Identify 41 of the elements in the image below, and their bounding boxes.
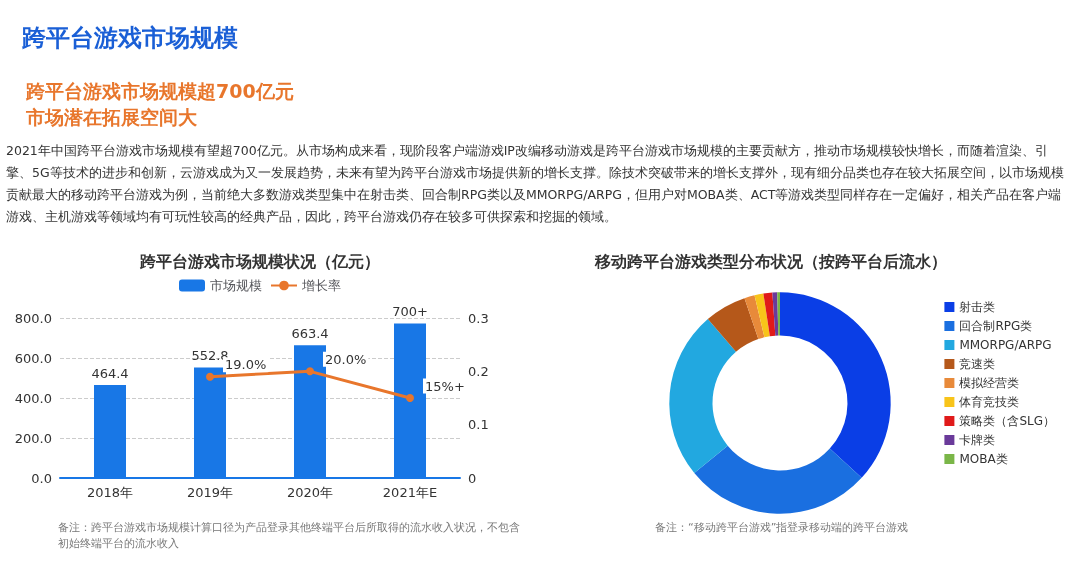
legend-label: 增长率 (301, 278, 341, 293)
y-tick-label: 200.0 (14, 430, 52, 446)
x-tick-label: 2020年 (286, 485, 334, 500)
y2-tick-label: 0 (468, 470, 477, 486)
legend-label: 体育竞技类 (959, 395, 1020, 409)
legend-label: 竞速类 (959, 357, 996, 371)
y-tick-label: 800.0 (14, 310, 52, 326)
y-tick-label: 600.0 (14, 350, 52, 366)
legend-label: 回合制RPG类 (959, 319, 1033, 333)
text: 市场潜在拓展空间大 (26, 105, 197, 130)
chart-title: 跨平台游戏市场规模状况（亿元） (139, 251, 380, 271)
legend-label: MOBA类 (959, 452, 1008, 466)
chart-title: 移动跨平台游戏类型分布状况（按跨平台后流水） (594, 251, 947, 271)
data-label: 464.4 (91, 366, 129, 382)
legend-label: 策略类（含SLG） (959, 414, 1056, 428)
point (206, 372, 214, 381)
text: 2021年中国跨平台游戏市场规模有望超700亿元。从市场构成来看，现阶段客户端游戏IP改编移动游戏是跨平台游戏市场规模的主要贡献方，推动市场规模较快增长，而随着渲染、引擎、5G等技术的进步和创新，云游戏成为又一发展趋势，未来有望为跨平台游戏市场提供新的增长支撑。除技术突破带来的增长支撑外，现有细分品类也存在较大拓展空间，以市场规模贡献最大的移动跨平台游戏为例，当前绝大多数游戏类型集中在射击类、回合制RPG类以及MMORPG/ARPG，但用户对MOBA类、ACT等游戏类型同样存在一定偏好，相关产品在客户端游戏、主机游戏等领域均有可玩性较高的经典产品，因此，跨平台游戏仍存在较多可供探索和挖掘的领域。 (6, 142, 1065, 226)
text: 跨平台游戏市场规模 (22, 23, 238, 54)
legend-label: 射击类 (959, 300, 996, 314)
data-label: 15%+ (425, 378, 465, 394)
y2-tick-label: 0.3 (468, 310, 489, 326)
x-tick-label: 2018年 (86, 485, 134, 500)
data-label: 663.4 (291, 326, 329, 342)
legend-label: 市场规模 (210, 278, 262, 293)
data-label: 19.0% (225, 357, 267, 373)
x-tick-label: 2019年 (186, 485, 234, 500)
point (306, 367, 314, 376)
x-tick-label: 2021年E (382, 485, 438, 500)
y2-tick-label: 0.2 (468, 363, 489, 379)
y-tick-label: 400.0 (14, 390, 52, 406)
y-tick-label: 0.0 (31, 470, 52, 486)
y2-tick-label: 0.1 (468, 417, 489, 433)
text: 跨平台游戏市场规模超700亿元 (26, 79, 294, 104)
text: 备注：跨平台游戏市场规模计算口径为产品登录其他终端平台后所取得的流水收入状况，不包含初始终端平台的流水收入 (58, 520, 521, 552)
legend-label: 模拟经营类 (959, 376, 1020, 390)
data-label: 700+ (392, 304, 428, 320)
text: 备注：“移动跨平台游戏”指登录移动端的跨平台游戏 (655, 520, 910, 535)
legend-label: MMORPG/ARPG (959, 338, 1052, 352)
data-label: 20.0% (325, 351, 367, 367)
point (406, 394, 414, 402)
legend-label: 卡牌类 (959, 433, 996, 447)
